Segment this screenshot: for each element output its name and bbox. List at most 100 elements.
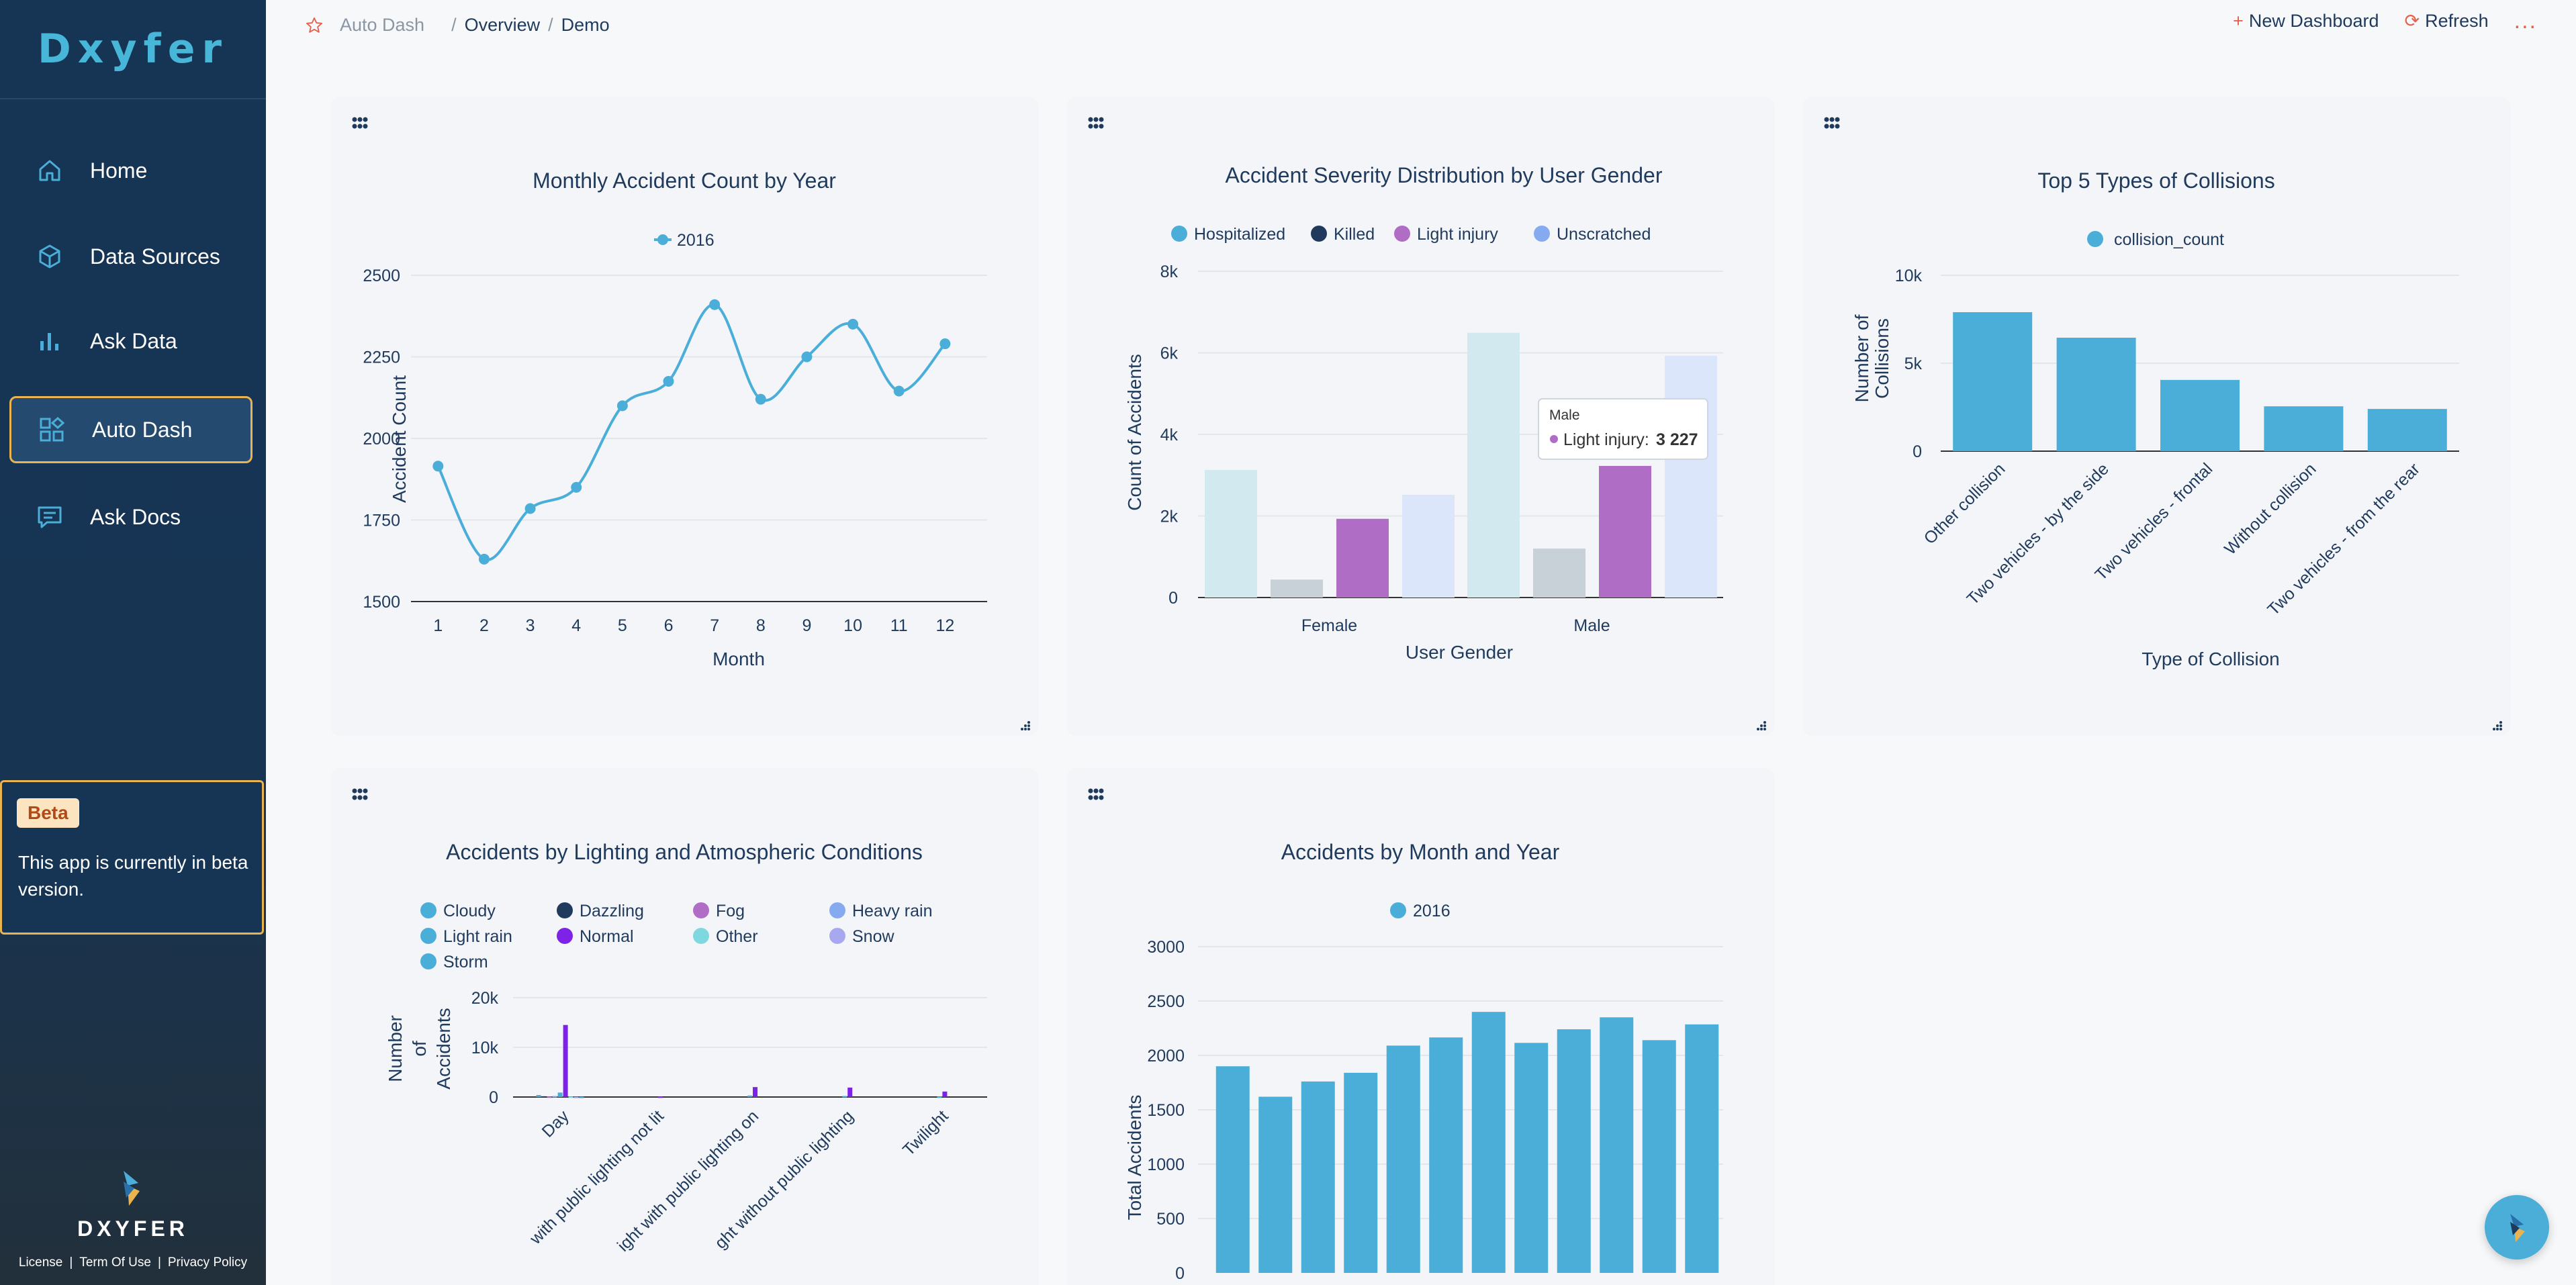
bar-unscratched[interactable] [1665,355,1717,598]
new-dashboard-button[interactable]: + New Dashboard [2233,11,2379,32]
legend-marker[interactable] [1394,226,1410,242]
data-point[interactable] [893,385,905,397]
terms-link[interactable]: Term Of Use [79,1255,151,1270]
data-point[interactable] [616,400,628,412]
bar-month[interactable] [1642,1040,1676,1273]
bar-dazzling[interactable] [541,1096,547,1098]
bar-collision[interactable] [2367,409,2447,451]
breadcrumb-root[interactable]: Auto Dash [340,15,425,35]
bar-normal[interactable] [563,1025,568,1097]
license-link[interactable]: License [18,1255,63,1270]
bar-month[interactable] [1429,1037,1463,1273]
bar-month[interactable] [1301,1081,1335,1273]
bar-month[interactable] [1344,1072,1378,1273]
data-point[interactable] [524,503,536,514]
resize-handle-icon[interactable] [2493,721,2502,730]
bar-hospitalized[interactable] [1205,469,1257,598]
bar-month[interactable] [1258,1096,1293,1273]
bar-unscratched[interactable] [1402,494,1455,598]
footer-links: License | Term Of Use | Privacy Policy [0,1255,266,1270]
drag-handle-icon[interactable] [352,117,368,129]
legend-marker[interactable] [1534,226,1550,242]
bar-collision[interactable] [1953,312,2033,451]
more-menu-button[interactable]: ... [2514,8,2537,34]
sidebar-item-ask-data[interactable]: Ask Data [9,307,252,375]
bar-killed[interactable] [1271,579,1323,598]
resize-handle-icon[interactable] [1021,721,1030,730]
bar-storm[interactable] [579,1096,584,1098]
drag-handle-icon[interactable] [1824,117,1840,129]
bar-light-rain[interactable] [937,1096,942,1098]
sidebar-item-data-sources[interactable]: Data Sources [9,223,252,290]
drag-handle-icon[interactable] [352,788,368,800]
legend-item[interactable]: 2016 [1390,902,1451,920]
data-point[interactable] [478,553,490,565]
data-point[interactable] [571,481,582,493]
legend-marker[interactable] [693,902,709,918]
data-point[interactable] [663,375,674,387]
legend-marker[interactable] [829,902,845,918]
bar-collision[interactable] [2160,379,2240,451]
bar-normal[interactable] [657,1096,663,1098]
data-point[interactable] [755,393,766,405]
bar-month[interactable] [1471,1012,1506,1273]
bar-normal[interactable] [753,1087,757,1097]
y-tick-label: 5k [1904,354,1923,373]
bar-light-injury[interactable] [1336,518,1389,598]
bar-other[interactable] [568,1096,573,1098]
bar-month[interactable] [1514,1043,1549,1273]
bar-hospitalized[interactable] [1467,332,1520,598]
refresh-button[interactable]: ⟳ Refresh [2404,11,2488,32]
bar-collision[interactable] [2264,406,2344,451]
data-point[interactable] [709,299,721,310]
bar-fog[interactable] [547,1096,552,1098]
bar-month[interactable] [1386,1045,1420,1273]
bar-light-injury[interactable] [1599,465,1651,598]
y-tick-label: 1750 [363,512,400,530]
legend-marker[interactable] [420,902,436,918]
bar-month[interactable] [1685,1024,1719,1273]
x-axis-label: Month [712,649,765,669]
legend-marker[interactable] [557,902,573,918]
data-point[interactable] [847,318,859,330]
drag-handle-icon[interactable] [1088,788,1104,800]
privacy-link[interactable]: Privacy Policy [167,1255,248,1270]
x-tick-label: 3 [526,616,535,635]
bar-month[interactable] [1600,1017,1634,1273]
star-icon[interactable] [305,16,324,35]
legend-marker[interactable] [829,928,845,944]
legend-label: Fog [716,902,745,920]
bar-month[interactable] [1557,1029,1591,1273]
breadcrumb-overview[interactable]: Overview [464,15,541,35]
sidebar-item-home[interactable]: Home [9,137,252,204]
bar-light-rain[interactable] [747,1095,752,1097]
data-point[interactable] [801,351,813,363]
bar-normal[interactable] [942,1091,948,1097]
y-axis-label-line: Number of [1851,314,1872,402]
data-point[interactable] [939,338,951,350]
sidebar-item-ask-docs[interactable]: Ask Docs [9,483,252,551]
legend-marker[interactable] [557,928,573,944]
legend-item[interactable]: collision_count [2087,230,2224,249]
bar-month[interactable] [1215,1066,1250,1273]
resize-handle-icon[interactable] [1757,721,1766,730]
legend-marker[interactable] [420,928,436,944]
legend-marker[interactable] [693,928,709,944]
assistant-button[interactable] [2485,1195,2549,1259]
bar-cloudy[interactable] [536,1095,541,1097]
bar-light-rain[interactable] [842,1096,847,1098]
legend-item[interactable]: 2016 [654,231,715,250]
bar-light-rain[interactable] [557,1092,563,1097]
bar-heavy-rain[interactable] [552,1096,557,1098]
app-logo[interactable]: Dxyfer [0,0,266,99]
bar-killed[interactable] [1533,549,1585,598]
legend-marker[interactable] [1171,226,1187,242]
legend-marker[interactable] [1311,226,1327,242]
sidebar-item-auto-dash[interactable]: Auto Dash [9,396,252,463]
legend-marker[interactable] [420,953,436,969]
bar-collision[interactable] [2056,338,2136,451]
drag-handle-icon[interactable] [1088,117,1104,129]
data-point[interactable] [432,461,444,472]
bar-normal[interactable] [847,1087,853,1097]
bar-snow[interactable] [573,1096,579,1098]
